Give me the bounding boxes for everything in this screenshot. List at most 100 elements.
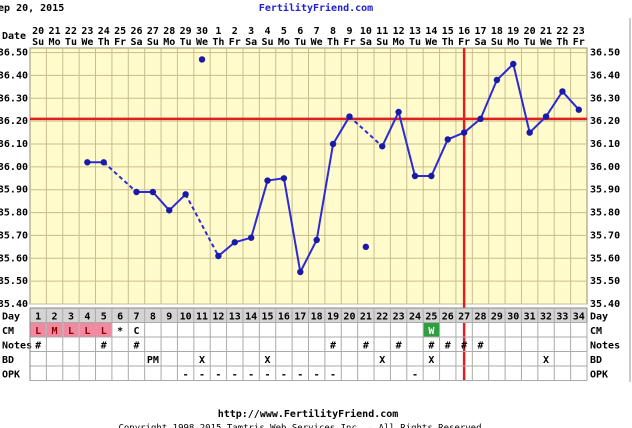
line-segment (561, 90, 580, 111)
cell-text: * (117, 326, 123, 337)
date-label: 30 (196, 26, 208, 37)
weekday-label: Sa (360, 37, 372, 48)
cycle-day: 34 (573, 311, 585, 322)
cell-text: - (199, 369, 205, 380)
temp-point (460, 129, 468, 136)
cell-text: X (543, 355, 549, 366)
cell-text: # (330, 340, 336, 351)
date-label: 4 (265, 26, 271, 37)
date-label: 25 (114, 26, 126, 37)
line-segment (512, 63, 531, 133)
cycle-day: 13 (229, 311, 241, 322)
cell-text: C (133, 326, 139, 337)
cycle-day: 22 (376, 311, 388, 322)
line-segment (168, 193, 187, 212)
date-label: 29 (180, 26, 192, 37)
y-tick-label: 35.40 (0, 299, 28, 310)
line-segment (463, 118, 482, 134)
y-tick-label: 36.30 (0, 93, 28, 104)
cell-text: X (379, 355, 385, 366)
temp-point (280, 175, 288, 182)
y-tick-label-right: 36.50 (590, 48, 620, 59)
weekday-label: Fr (343, 37, 355, 48)
weekday-label: Th (98, 37, 110, 48)
y-tick-label-right: 36.40 (590, 70, 620, 81)
weekday-label: We (425, 37, 437, 48)
cell-text: - (281, 369, 287, 380)
cell-text: X (199, 355, 205, 366)
line-segment (479, 79, 498, 120)
discarded-point (198, 56, 206, 63)
cycle-day: 20 (343, 311, 355, 322)
temp-point (510, 60, 517, 68)
cycle-day: 29 (491, 311, 503, 322)
weekday-label: Th (556, 37, 568, 48)
y-tick-label: 36.40 (0, 70, 28, 81)
discarded-point (362, 243, 370, 251)
temp-point (575, 106, 583, 113)
cycle-day: 5 (101, 311, 107, 322)
cycle-day: 27 (458, 311, 470, 322)
footer-copyright: Copyright 1998-2015 Tamtris Web Services… (118, 424, 481, 428)
cell-text: - (215, 369, 221, 380)
date-label: 3 (248, 26, 254, 37)
temp-point (379, 143, 386, 150)
cycle-day: 16 (278, 311, 290, 322)
cell-highlight (63, 323, 79, 337)
y-tick-label: 35.60 (0, 253, 28, 264)
weekday-label: Tu (65, 37, 77, 48)
line-segment (332, 116, 351, 145)
date-label: 27 (147, 26, 159, 37)
cell-text: # (101, 340, 107, 351)
cell-text: - (183, 369, 189, 380)
cell-text: - (330, 369, 336, 380)
temp-point (411, 172, 419, 180)
date-label: 7 (314, 26, 320, 37)
weekday-label: Sa (474, 37, 486, 48)
temp-point (346, 113, 353, 120)
cell-highlight (46, 323, 63, 337)
date-label: 22 (65, 26, 77, 37)
y-tick-label-right: 35.50 (590, 276, 620, 287)
cycle-day: 31 (524, 311, 536, 322)
weekday-label: Su (376, 37, 388, 48)
cycle-day: 24 (409, 311, 421, 322)
temp-point (542, 113, 550, 120)
dashed-segment (103, 161, 138, 193)
cycle-day: 1 (35, 311, 41, 322)
row-label-right: BD (590, 355, 602, 366)
weekday-label: Tu (294, 37, 306, 48)
temp-point (231, 239, 238, 246)
cell-text: - (412, 369, 418, 380)
cell-text: - (248, 369, 254, 380)
cell-text: # (461, 340, 467, 351)
cycle-day: 19 (327, 311, 339, 322)
cycle-day: 2 (52, 311, 58, 322)
row-label: Notes (2, 340, 32, 351)
date-label: 21 (49, 26, 61, 37)
date-label: 13 (409, 26, 421, 37)
cycle-day: 12 (212, 311, 224, 322)
y-tick-label-right: 35.70 (590, 230, 620, 241)
date-label: 26 (130, 26, 142, 37)
weekday-label: Sa (245, 37, 257, 48)
weekday-label: Su (147, 37, 159, 48)
weekday-label: Fr (114, 37, 126, 48)
line-segment (430, 139, 449, 177)
cycle-day: 30 (507, 311, 519, 322)
cell-highlight (96, 323, 112, 337)
cycle-day: 23 (393, 311, 405, 322)
cell-text: X (428, 355, 434, 366)
cycle-day: 6 (117, 311, 123, 322)
cycle-day: 32 (540, 311, 552, 322)
y-tick-label-right: 36.00 (590, 162, 620, 173)
temp-point (477, 115, 484, 123)
cell-text: X (265, 355, 271, 366)
weekday-label: Sa (130, 37, 142, 48)
temp-point (100, 159, 107, 166)
cell-highlight (30, 323, 46, 337)
cell-text: # (35, 340, 41, 351)
weekday-label: We (196, 37, 208, 48)
y-tick-label: 36.00 (0, 162, 28, 173)
